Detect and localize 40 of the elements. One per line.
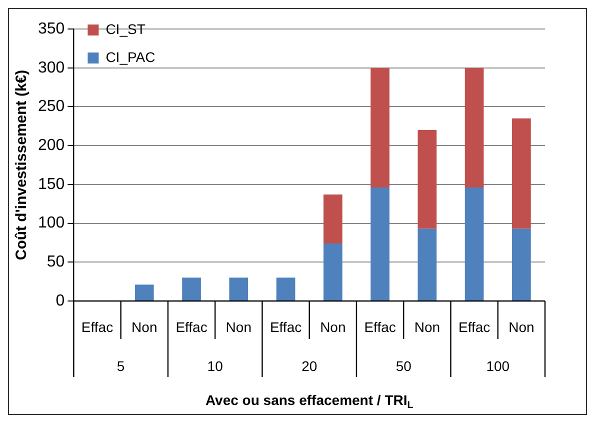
bar — [370, 68, 390, 188]
bar — [229, 278, 248, 300]
bar — [323, 194, 342, 244]
bar — [512, 118, 531, 229]
text: 20 — [302, 358, 318, 374]
x-tick-label: Non — [414, 318, 440, 335]
bar — [464, 68, 484, 188]
bar — [276, 278, 296, 300]
bar — [512, 228, 531, 300]
y-tick-label: 100 — [38, 214, 65, 232]
x-tick-label: Effac — [176, 318, 208, 335]
x-tick-label: Non — [226, 318, 252, 335]
legend-label: CI_PAC — [106, 48, 156, 65]
text: 5 — [116, 358, 125, 374]
y-tick-label: 0 — [56, 292, 65, 310]
x-tick-label: Non — [132, 318, 158, 335]
y-tick-label: 150 — [38, 176, 65, 193]
bar — [418, 228, 437, 300]
y-tick-label: 200 — [38, 136, 65, 154]
bar — [182, 278, 201, 300]
x-tick-label: Effac — [270, 318, 302, 335]
text: 100 — [486, 358, 510, 374]
legend-label: CI_ST — [106, 20, 146, 37]
y-tick-label: 350 — [38, 20, 65, 38]
bar — [418, 130, 437, 229]
y-axis-title: Coût d'investissement (k€) — [13, 70, 30, 260]
x-tick-label: Non — [508, 318, 534, 335]
bar — [370, 188, 390, 300]
y-tick-label: 50 — [46, 254, 65, 271]
bar — [134, 284, 154, 300]
x-tick-label: Non — [320, 318, 346, 335]
text: 50 — [396, 358, 412, 374]
text: 10 — [207, 358, 224, 374]
x-tick-label: Effac — [81, 318, 114, 335]
x-tick-label: Effac — [458, 318, 490, 335]
y-tick-label: 300 — [38, 59, 65, 76]
bar — [323, 243, 342, 300]
y-tick-label: 250 — [38, 98, 65, 116]
bar — [464, 188, 484, 300]
x-tick-label: Effac — [364, 318, 396, 335]
